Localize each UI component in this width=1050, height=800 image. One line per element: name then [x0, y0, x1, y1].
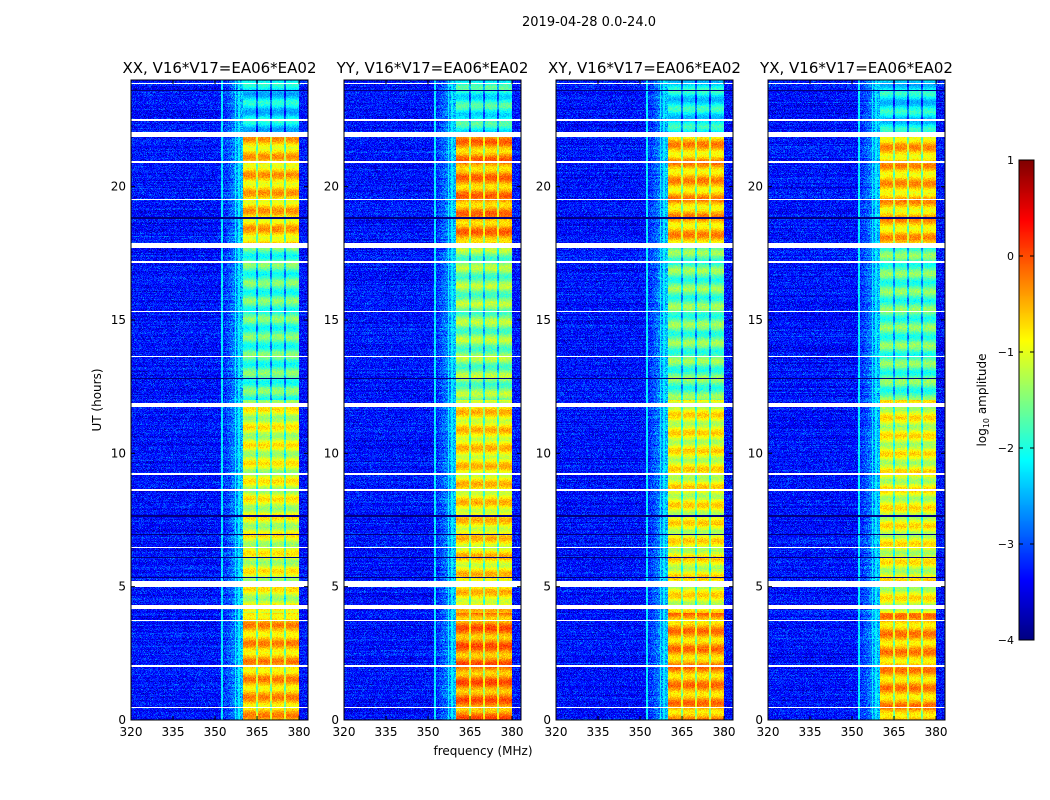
x-tick-label: 365 [671, 725, 694, 739]
x-tick-label: 365 [883, 725, 906, 739]
panel-2: XY, V16*V17=EA06*EA02 320 335 350 365 380 0 5 10… [536, 59, 741, 739]
colorbar-tick-label: −3 [998, 538, 1014, 551]
colorbar-tick-label: −1 [998, 346, 1014, 359]
x-tick-label: 320 [757, 725, 780, 739]
plot-frame [767, 79, 946, 721]
x-tick-label: 380 [288, 725, 311, 739]
panel-1: YY, V16*V17=EA06*EA02 320 335 350 365 380 0 5 10… [324, 59, 529, 739]
panel-title: YY, V16*V17=EA06*EA02 [336, 59, 529, 77]
x-tick-label: 380 [501, 725, 524, 739]
x-tick-label: 335 [375, 725, 398, 739]
spectrogram-3 [768, 80, 945, 720]
figure-title: 2019-04-28 0.0-24.0 [522, 15, 656, 30]
y-tick-label: 10 [111, 446, 126, 460]
x-tick-label: 365 [459, 725, 482, 739]
x-tick-label: 380 [713, 725, 736, 739]
colorbar-tick-label: 1 [1007, 154, 1014, 167]
y-tick-label: 5 [755, 580, 763, 594]
panel-title: XY, V16*V17=EA06*EA02 [548, 59, 741, 77]
colorbar-label-sub: 10 [982, 418, 991, 428]
plot-frame [130, 79, 309, 721]
y-tick-label: 5 [331, 580, 339, 594]
y-tick-label: 20 [111, 180, 126, 194]
spectrogram-2 [556, 80, 733, 720]
x-tick-label: 320 [120, 725, 143, 739]
y-tick-label: 20 [536, 180, 551, 194]
y-tick-label: 5 [543, 580, 551, 594]
panel-0: XX, V16*V17=EA06*EA02 320 335 350 365 380 0 5 10… [111, 59, 317, 739]
colorbar: log10 amplitude 10−1−2−3−4 [975, 154, 1035, 647]
colorbar-label-log: log [975, 428, 989, 446]
y-tick-label: 0 [331, 713, 339, 727]
plot-frame [343, 79, 522, 721]
spectrogram-1 [344, 80, 521, 720]
x-tick-label: 365 [246, 725, 269, 739]
colorbar-tick-label: −4 [998, 634, 1014, 647]
colorbar-tick-label: 0 [1007, 250, 1014, 263]
panels: XX, V16*V17=EA06*EA02 320 335 350 365 380 0 5 10… [111, 59, 953, 739]
colorbar-gradient [1019, 160, 1034, 640]
y-tick-label: 20 [748, 180, 763, 194]
y-tick-label: 15 [111, 313, 126, 327]
x-tick-label: 380 [925, 725, 948, 739]
y-tick-label: 0 [543, 713, 551, 727]
plot-frame [555, 79, 734, 721]
x-tick-label: 350 [629, 725, 652, 739]
y-tick-label: 15 [324, 313, 339, 327]
y-tick-label: 15 [536, 313, 551, 327]
y-axis-label: UT (hours) [90, 368, 104, 431]
x-tick-label: 335 [162, 725, 185, 739]
y-tick-label: 5 [118, 580, 126, 594]
panel-title: XX, V16*V17=EA06*EA02 [122, 59, 316, 77]
panel-title: YX, V16*V17=EA06*EA02 [759, 59, 953, 77]
x-tick-label: 350 [417, 725, 440, 739]
y-tick-label: 10 [748, 446, 763, 460]
x-tick-label: 320 [333, 725, 356, 739]
spectrogram-0 [131, 80, 308, 720]
x-tick-label: 335 [799, 725, 822, 739]
panel-3: YX, V16*V17=EA06*EA02 320 335 350 365 380 0 5 10… [748, 59, 953, 739]
y-tick-label: 10 [324, 446, 339, 460]
colorbar-frame [1018, 159, 1035, 641]
x-tick-label: 335 [587, 725, 610, 739]
x-tick-label: 350 [841, 725, 864, 739]
y-tick-label: 0 [755, 713, 763, 727]
y-tick-label: 0 [118, 713, 126, 727]
y-tick-label: 15 [748, 313, 763, 327]
colorbar-tick-label: −2 [998, 442, 1014, 455]
y-tick-label: 20 [324, 180, 339, 194]
x-axis-label: frequency (MHz) [433, 744, 532, 758]
colorbar-label: log10 amplitude [975, 354, 991, 447]
y-tick-label: 10 [536, 446, 551, 460]
x-tick-label: 320 [545, 725, 568, 739]
colorbar-label-amplitude: amplitude [975, 354, 989, 418]
x-tick-label: 350 [204, 725, 227, 739]
